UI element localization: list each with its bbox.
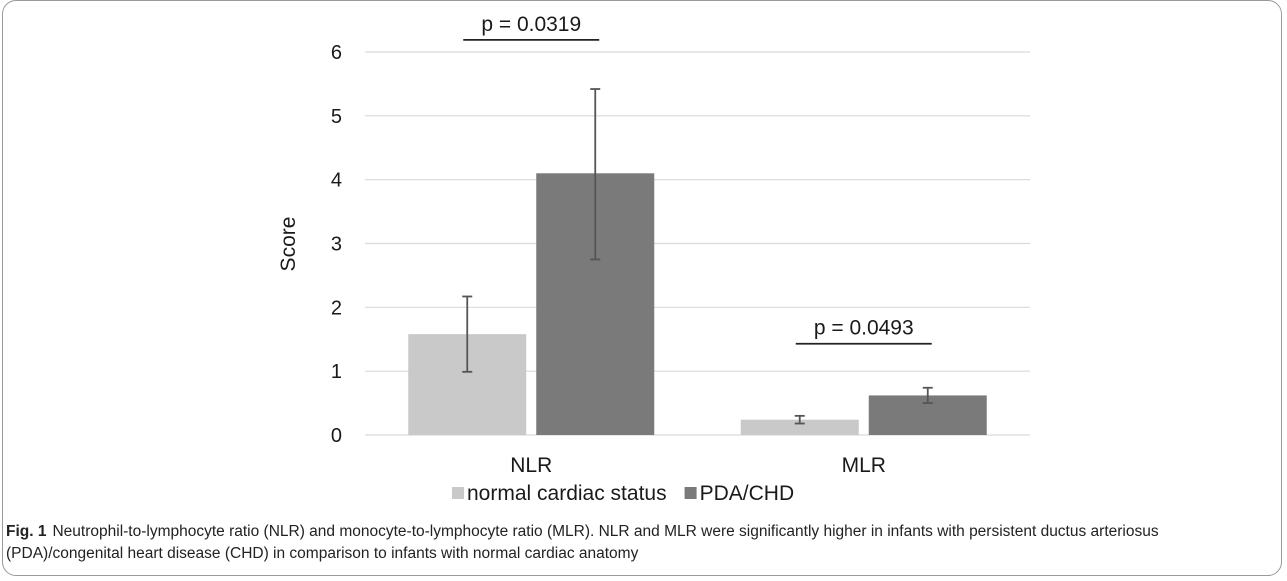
- annotation-label: p = 0.0319: [481, 13, 581, 36]
- caption-label: Fig. 1: [6, 523, 47, 540]
- x-axis-ticks: NLR MLR: [510, 454, 886, 477]
- legend-label: normal cardiac status: [467, 482, 667, 505]
- legend-label: PDA/CHD: [700, 482, 795, 505]
- y-tick-label: 2: [331, 297, 342, 319]
- x-tick-label: MLR: [842, 454, 886, 477]
- caption-text: Neutrophil-to-lymphocyte ratio (NLR) and…: [6, 523, 1159, 562]
- legend-swatch: [452, 487, 464, 499]
- y-axis-ticks: 0 1 2 3 4 5 6: [331, 42, 342, 447]
- y-axis-label: Score: [277, 217, 300, 272]
- y-tick-label: 5: [331, 106, 342, 128]
- y-tick-label: 6: [331, 42, 342, 64]
- error-bars: [462, 88, 933, 425]
- y-tick-label: 3: [331, 234, 342, 256]
- legend: normal cardiac status PDA/CHD: [452, 482, 794, 505]
- significance-annotations: p = 0.0319 p = 0.0493: [463, 13, 932, 345]
- y-tick-label: 1: [331, 361, 342, 383]
- bar-mlr-series-0: [740, 419, 859, 435]
- annotation-label: p = 0.0493: [814, 317, 914, 340]
- bars: [408, 173, 987, 436]
- x-tick-label: NLR: [510, 454, 552, 477]
- legend-swatch: [684, 487, 697, 499]
- y-tick-label: 4: [331, 170, 342, 192]
- y-tick-label: 0: [331, 425, 342, 447]
- figure-caption: Fig. 1 Neutrophil-to-lymphocyte ratio (NL…: [6, 521, 1246, 565]
- bar-chart: 0 1 2 3 4 5 6 Score NLR MLR p = 0.0319 p = 0.049…: [277, 13, 1030, 505]
